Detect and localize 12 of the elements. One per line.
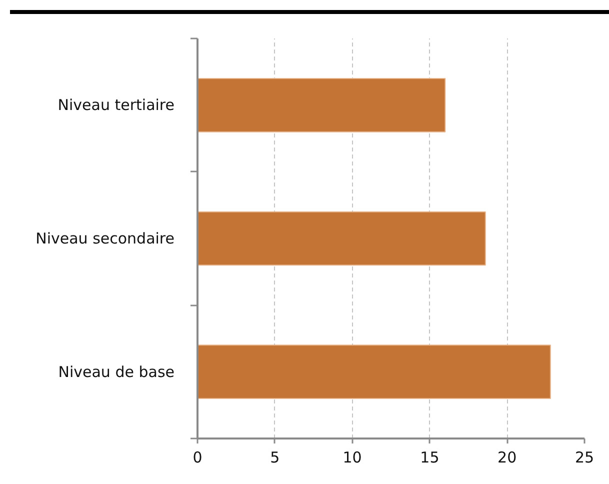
bar	[198, 211, 486, 266]
y-tick-label: Niveau secondaire	[36, 230, 175, 248]
y-tick-label: Niveau tertiaire	[58, 96, 175, 114]
bar	[198, 78, 446, 132]
y-tick-label: Niveau de base	[58, 362, 175, 381]
bar	[198, 344, 551, 399]
x-tick-label: 25	[574, 448, 594, 466]
x-tick-label: 5	[270, 448, 280, 466]
x-tick-label: 0	[192, 448, 202, 466]
x-tick-label: 20	[498, 448, 517, 466]
x-tick-label: 15	[420, 448, 440, 466]
x-tick-label: 10	[342, 448, 362, 466]
